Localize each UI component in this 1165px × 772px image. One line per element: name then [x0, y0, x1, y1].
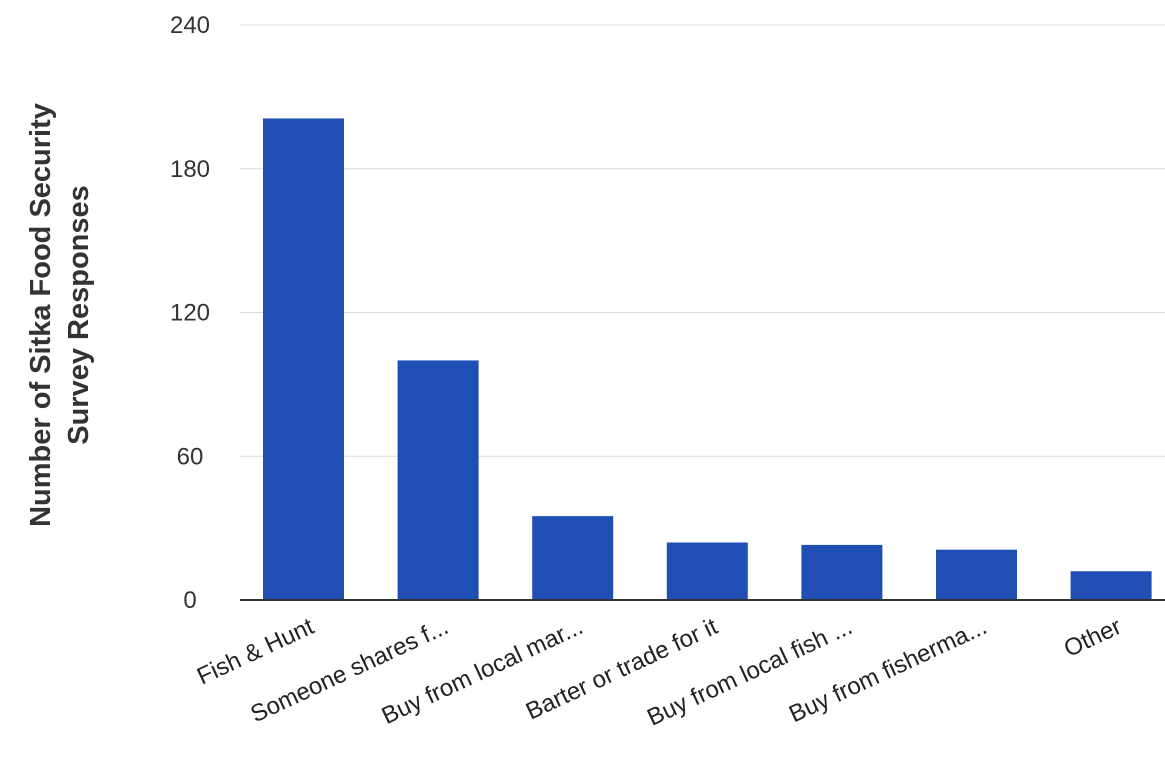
x-category-label: Other [1060, 613, 1126, 663]
bar [532, 516, 614, 600]
y-axis-ticks: 0 60 120 180 240 [170, 12, 210, 614]
y-tick-label: 240 [170, 12, 210, 39]
y-tick-label: 60 [177, 443, 204, 470]
y-axis-title-line-1: Number of Sitka Food Security [25, 103, 57, 527]
y-axis-title-line-2: Survey Responses [63, 185, 95, 445]
y-tick-label: 0 [183, 587, 196, 614]
bar [666, 542, 748, 600]
bars [263, 118, 1152, 600]
y-tick-label: 120 [170, 300, 210, 327]
bar [397, 360, 479, 600]
y-axis-title: Number of Sitka Food Security Survey Res… [25, 103, 95, 527]
bar [263, 118, 344, 600]
y-tick-label: 180 [170, 156, 210, 183]
bar [1070, 571, 1152, 600]
bar [801, 544, 883, 600]
gridlines [240, 24, 1165, 457]
bar [936, 549, 1017, 600]
